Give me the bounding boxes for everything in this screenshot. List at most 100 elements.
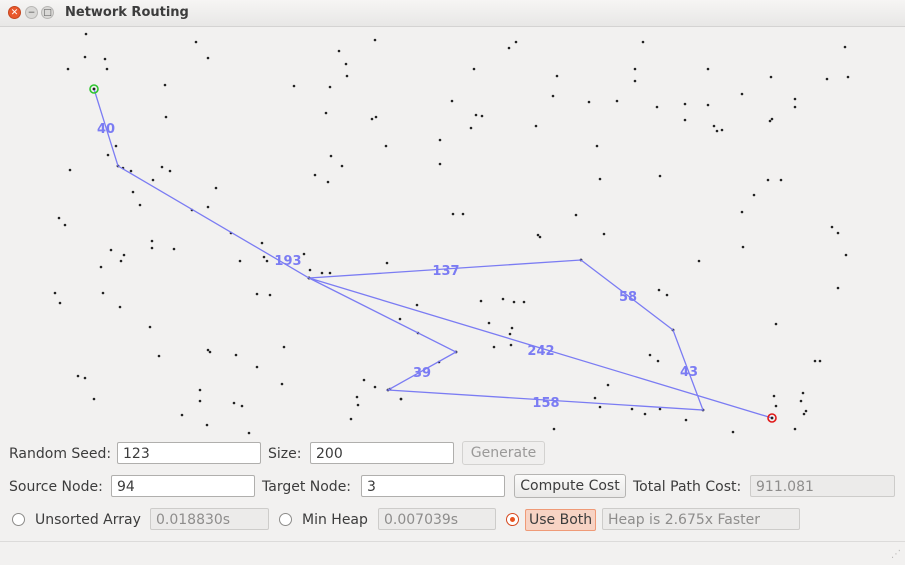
graph-node	[362, 378, 366, 382]
graph-node	[355, 395, 359, 399]
graph-node	[507, 46, 511, 50]
resize-grip-icon[interactable]: ⋰	[891, 549, 901, 560]
min-heap-radio[interactable]	[279, 513, 292, 526]
graph-node	[373, 38, 377, 42]
maximize-icon[interactable]: □	[41, 6, 54, 19]
graph-node	[356, 403, 360, 407]
graph-node	[101, 291, 105, 295]
graph-node	[260, 241, 264, 245]
graph-node	[510, 326, 514, 330]
compute-cost-button[interactable]: Compute Cost	[514, 474, 626, 498]
close-icon[interactable]: ✕	[8, 6, 21, 19]
edge-cost-label: 39	[413, 366, 431, 381]
graph-node	[770, 117, 774, 121]
graph-node	[740, 92, 744, 96]
edge-cost-label: 242	[527, 344, 554, 359]
min-heap-time-field: 0.007039s	[378, 508, 496, 530]
graph-node	[150, 246, 154, 250]
graph-node	[479, 299, 483, 303]
graph-node	[109, 248, 113, 252]
graph-node	[385, 261, 389, 265]
graph-node	[772, 394, 776, 398]
graph-node	[712, 124, 716, 128]
graph-node	[138, 203, 142, 207]
graph-node	[214, 186, 218, 190]
graph-node	[345, 74, 349, 78]
graph-node	[324, 111, 328, 115]
source-node-input[interactable]: 94	[111, 475, 255, 497]
network-graph-canvas[interactable]: 40 193 137 58 242 43 39 158	[0, 27, 905, 437]
graph-node	[641, 40, 645, 44]
graph-node	[238, 259, 242, 263]
graph-node	[793, 97, 797, 101]
graph-node	[373, 385, 377, 389]
graph-node	[198, 388, 202, 392]
graph-node	[574, 213, 578, 217]
graph-node	[731, 430, 735, 434]
graph-node	[106, 153, 110, 157]
use-both-label[interactable]: Use Both	[525, 509, 597, 531]
graph-node	[461, 212, 465, 216]
graph-node	[292, 84, 296, 88]
graph-node	[340, 164, 344, 168]
graph-node	[63, 223, 67, 227]
size-input[interactable]: 200	[310, 442, 454, 464]
graph-node	[399, 397, 403, 401]
graph-node	[232, 401, 236, 405]
graph-node	[114, 144, 118, 148]
graph-node	[58, 301, 62, 305]
size-label: Size:	[268, 446, 302, 462]
target-node-marker	[767, 413, 777, 423]
graph-node	[715, 129, 719, 133]
graph-node	[514, 40, 518, 44]
graph-node	[643, 412, 647, 416]
random-seed-input[interactable]: 123	[117, 442, 261, 464]
graph-node	[83, 376, 87, 380]
graph-node	[740, 210, 744, 214]
shortest-path-line	[93, 88, 773, 419]
graph-node	[768, 119, 772, 123]
minimize-icon[interactable]: −	[25, 6, 38, 19]
graph-nodes	[53, 32, 850, 435]
graph-node	[492, 345, 496, 349]
graph-node	[282, 345, 286, 349]
graph-node	[344, 62, 348, 66]
graph-node	[198, 399, 202, 403]
graph-node	[551, 94, 555, 98]
graph-node	[683, 118, 687, 122]
graph-node	[118, 305, 122, 309]
graph-node	[656, 359, 660, 363]
target-node-input[interactable]: 3	[361, 475, 505, 497]
random-seed-label: Random Seed:	[9, 446, 112, 462]
use-both-radio[interactable]	[506, 513, 519, 526]
graph-node	[163, 83, 167, 87]
graph-node	[706, 67, 710, 71]
total-path-cost-label: Total Path Cost:	[633, 479, 742, 495]
graph-node	[648, 353, 652, 357]
graph-node	[836, 231, 840, 235]
graph-node	[615, 99, 619, 103]
graph-node	[587, 100, 591, 104]
generate-button[interactable]: Generate	[462, 441, 545, 465]
graph-node	[68, 168, 72, 172]
graph-node	[804, 409, 808, 413]
graph-node	[57, 216, 61, 220]
graph-node	[122, 253, 126, 257]
graph-node	[802, 412, 806, 416]
edge-cost-label: 193	[274, 254, 301, 269]
graph-node	[469, 126, 473, 130]
graph-node	[255, 292, 259, 296]
graph-node	[105, 67, 109, 71]
graph-node	[255, 365, 259, 369]
graph-node	[83, 55, 87, 59]
graph-node	[480, 114, 484, 118]
graph-node	[240, 404, 244, 408]
unsorted-array-radio[interactable]	[12, 513, 25, 526]
graph-node	[598, 405, 602, 409]
graph-node	[164, 115, 168, 119]
min-heap-label[interactable]: Min Heap	[302, 512, 368, 528]
unsorted-array-label[interactable]: Unsorted Array	[35, 512, 141, 528]
graph-node	[598, 177, 602, 181]
graph-node	[450, 99, 454, 103]
graph-node	[752, 193, 756, 197]
